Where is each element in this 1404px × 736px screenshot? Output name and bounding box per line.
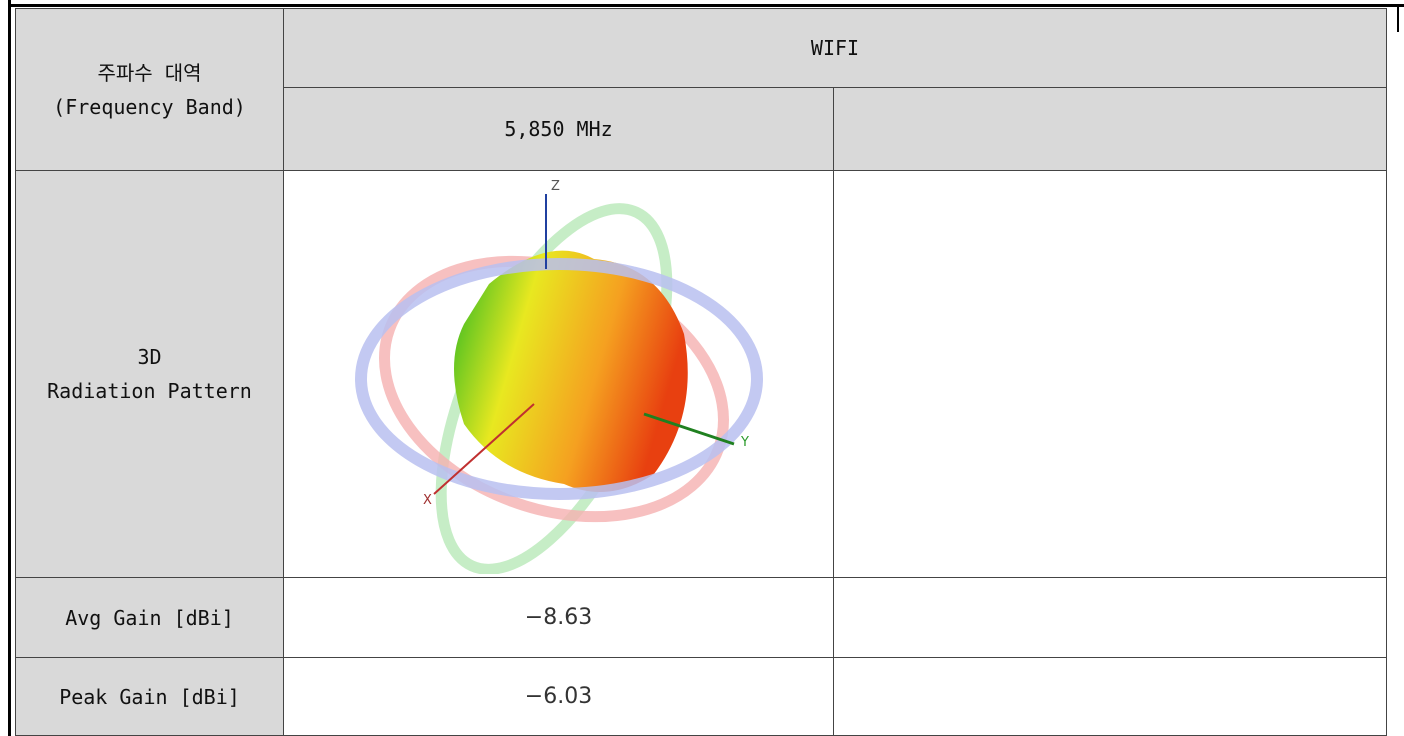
header-text: WIFI	[810, 36, 860, 60]
axis-label: Y	[740, 435, 749, 450]
label-text: Avg Gain [dBi]	[65, 605, 234, 630]
axis-label: X	[423, 493, 432, 508]
value-cell: −8.63	[283, 577, 834, 658]
empty-cell	[833, 170, 1387, 578]
row-label: Avg Gain [dBi]	[15, 577, 284, 658]
border-line	[1397, 4, 1399, 32]
empty-cell	[833, 657, 1387, 736]
header-cell: 주파수 대역 (Frequency Band)	[15, 8, 284, 171]
row-label: Peak Gain [dBi]	[15, 657, 284, 736]
header-cell: WIFI	[283, 8, 1387, 88]
header-text: (Frequency Band)	[53, 94, 246, 119]
value-text: −8.63	[524, 604, 593, 630]
header-text: 주파수 대역	[97, 60, 202, 85]
header-cell: 5,850 MHz	[283, 87, 834, 171]
empty-cell	[833, 577, 1387, 658]
row-label: 3D Radiation Pattern	[15, 170, 284, 578]
axis-label: Z	[551, 179, 560, 194]
image-cell: Z Y X	[283, 170, 834, 578]
header-text: 5,850 MHz	[504, 117, 613, 141]
radiation-pattern: Z Y X	[354, 179, 763, 574]
border-line	[8, 4, 1404, 7]
border-line	[8, 0, 11, 736]
value-cell: −6.03	[283, 657, 834, 736]
label-text: Radiation Pattern	[47, 379, 252, 403]
label-text: Peak Gain [dBi]	[59, 684, 240, 709]
value-text: −6.03	[524, 683, 593, 709]
header-cell	[833, 87, 1387, 171]
label-text: 3D	[137, 345, 162, 369]
